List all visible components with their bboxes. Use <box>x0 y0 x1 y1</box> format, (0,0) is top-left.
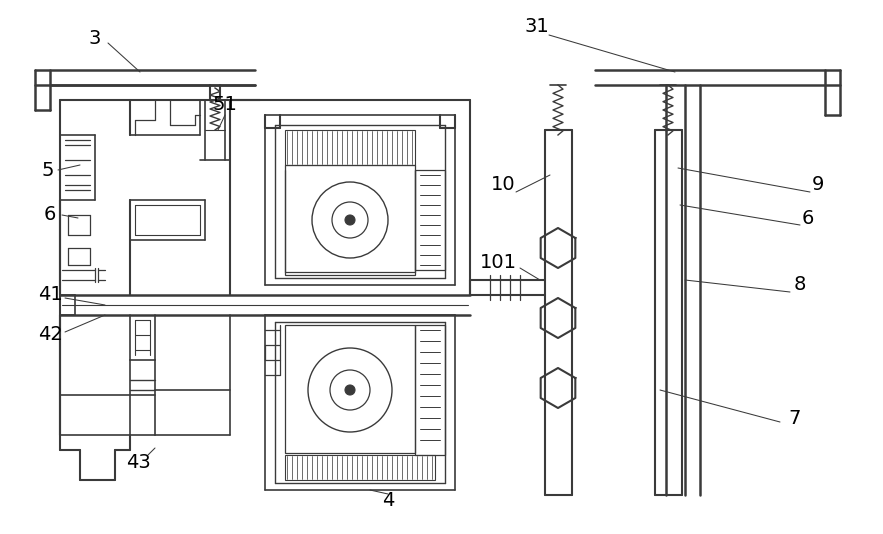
Bar <box>285 325 415 453</box>
Bar <box>415 170 445 270</box>
Text: 7: 7 <box>789 409 801 428</box>
Text: 9: 9 <box>811 176 824 194</box>
Text: 101: 101 <box>479 253 517 271</box>
Text: 6: 6 <box>802 208 814 227</box>
Text: 3: 3 <box>89 28 102 48</box>
Text: 43: 43 <box>125 452 150 472</box>
Text: 10: 10 <box>491 176 516 194</box>
Bar <box>285 455 435 480</box>
Bar <box>285 165 415 275</box>
Text: 8: 8 <box>794 276 806 294</box>
Circle shape <box>345 385 355 395</box>
Text: 4: 4 <box>381 491 394 509</box>
Bar <box>285 130 415 165</box>
Text: 51: 51 <box>213 96 238 114</box>
Text: 6: 6 <box>44 206 57 224</box>
Text: 31: 31 <box>525 17 549 35</box>
Circle shape <box>345 215 355 225</box>
Text: 5: 5 <box>42 161 54 179</box>
Text: 42: 42 <box>38 326 63 344</box>
Bar <box>415 325 445 455</box>
Text: 41: 41 <box>38 286 63 304</box>
